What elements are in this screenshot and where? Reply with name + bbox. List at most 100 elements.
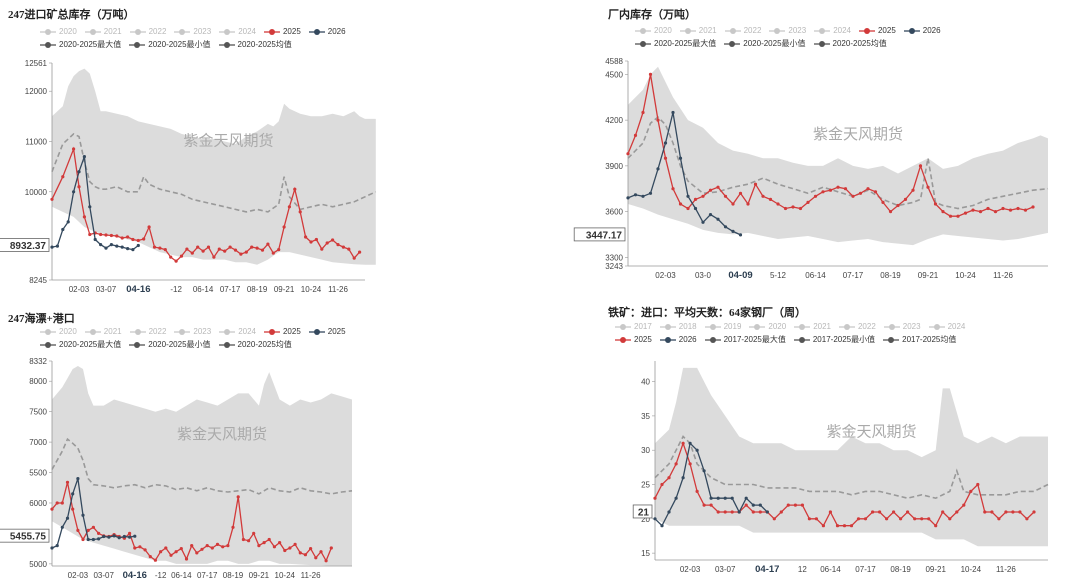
legend-item-2020[interactable]: 2020 [40,25,77,38]
legend-item-2020-2025最小值[interactable]: 2020-2025最小值 [724,37,806,50]
legend-label: 2021 [103,27,122,36]
legend-item-2023[interactable]: 2023 [174,325,211,338]
legend-item-2023[interactable]: 2023 [174,25,211,38]
legend-item-2021[interactable]: 2021 [794,320,831,333]
legend-item-2022[interactable]: 2022 [129,25,167,38]
legend-item-2017[interactable]: 2017 [615,320,652,333]
legend-item-2022[interactable]: 2022 [838,320,876,333]
series-point [671,187,675,191]
legend-item-2020-2025最大值[interactable]: 2020-2025最大值 [40,38,121,51]
legend-item-2019[interactable]: 2019 [704,320,741,333]
series-point [88,232,92,237]
legend-label: 2022 [148,27,167,36]
series-point [82,215,86,219]
series-point [61,175,65,179]
legend-item-2022[interactable]: 2022 [724,24,762,37]
chart-plot: 12561 12000 11000 10000 8245 02-03 03-07 04-16 -… [0,59,377,295]
series-point [681,476,685,480]
series-point [266,242,270,246]
legend-item-2020-2025最小值[interactable]: 2020-2025最小值 [129,338,211,351]
series-point [1016,206,1020,211]
legend-item-2020[interactable]: 2020 [749,320,786,333]
legend-item-2020-2025均值[interactable]: 2020-2025均值 [813,37,887,50]
series-point [1018,510,1022,514]
series-point [941,510,945,514]
legend-item-2020-2025均值[interactable]: 2020-2025均值 [218,38,292,51]
legend-label: 2020 [59,327,77,336]
series-point [963,211,968,215]
series-point [120,236,124,240]
legend-item-2026[interactable]: 2026 [308,25,346,38]
legend-item-2026[interactable]: 2026 [903,24,941,37]
legend-item-2020[interactable]: 2020 [635,24,672,37]
series-point [55,244,60,248]
legend-item-2021[interactable]: 2021 [84,325,122,338]
series-point [688,462,692,466]
legend-item-2024[interactable]: 2024 [219,325,256,338]
legend-item-2021[interactable]: 2021 [679,24,717,37]
legend-item-2025[interactable]: 2025 [263,25,301,38]
series-point [738,233,743,237]
legend-item-2025[interactable]: 2025 [308,325,346,338]
series-point [82,155,86,159]
legend-item-2017-2025最小值[interactable]: 2017-2025最小值 [793,333,875,346]
legend-item-2025[interactable]: 2025 [858,24,896,37]
legend-label: 2020-2025均值 [237,40,292,49]
chart-title: 厂内库存（万吨） [608,9,696,21]
chart-panel-floating-plus-port: 247海漂+港口 2020 2021 2022 2023 2024 2025 2025 202… [0,300,540,585]
series-point [686,194,690,198]
legend-item-2017-2025最大值[interactable]: 2017-2025最大值 [704,333,786,346]
legend-item-2025[interactable]: 2025 [263,325,301,338]
y-tick-label: 8245 [29,276,47,285]
series-point [231,525,235,529]
series-point [109,243,113,247]
series-point [112,534,116,538]
legend-label: 2022 [743,26,762,35]
y-tick-label: 7000 [29,438,47,447]
series-point [688,441,692,445]
y-tick-label: 6000 [29,499,47,508]
series-point [81,537,85,542]
series-point [701,220,705,224]
series-point [104,233,108,237]
legend-item-2022[interactable]: 2022 [129,325,166,338]
x-tick-label: 11-26 [996,565,1016,574]
series-point [303,553,307,557]
series-point [976,482,980,487]
series-point [298,551,302,555]
legend-label: 2020 [654,26,672,35]
series-point [104,246,108,250]
legend-item-2025[interactable]: 2025 [615,333,652,346]
series-point [955,510,959,514]
series-point [319,550,323,554]
series-point [858,191,863,195]
legend-item-2026[interactable]: 2026 [659,333,697,346]
series-point [131,248,135,252]
series-point [215,542,220,546]
legend-item-2024[interactable]: 2024 [219,25,256,38]
series-point [798,206,803,211]
series-point [77,170,81,174]
legend-item-2020-2025最大值[interactable]: 2020-2025最大值 [635,37,716,50]
series-point [737,510,741,514]
legend-item-2018[interactable]: 2018 [659,320,697,333]
legend-item-2020-2025最大值[interactable]: 2020-2025最大值 [40,338,121,351]
legend-item-2024[interactable]: 2024 [814,24,851,37]
series-point [126,247,130,251]
legend-item-2020-2025最小值[interactable]: 2020-2025最小值 [129,38,211,51]
series-point [271,251,275,255]
legend-item-2024[interactable]: 2024 [928,320,965,333]
legend-item-2023[interactable]: 2023 [883,320,921,333]
legend-item-2021[interactable]: 2021 [84,25,122,38]
series-point [933,202,938,206]
y-tick-label: 25 [641,481,650,490]
series-point [159,550,163,554]
legend-item-2020-2025均值[interactable]: 2020-2025均值 [218,338,292,351]
legend-item-2017-2025均值[interactable]: 2017-2025均值 [883,333,956,346]
series-point [210,546,214,550]
legend-label: 2024 [238,327,256,336]
series-point [978,210,983,214]
series-point [671,110,675,115]
legend-item-2020[interactable]: 2020 [40,325,77,338]
legend-item-2023[interactable]: 2023 [769,24,806,37]
